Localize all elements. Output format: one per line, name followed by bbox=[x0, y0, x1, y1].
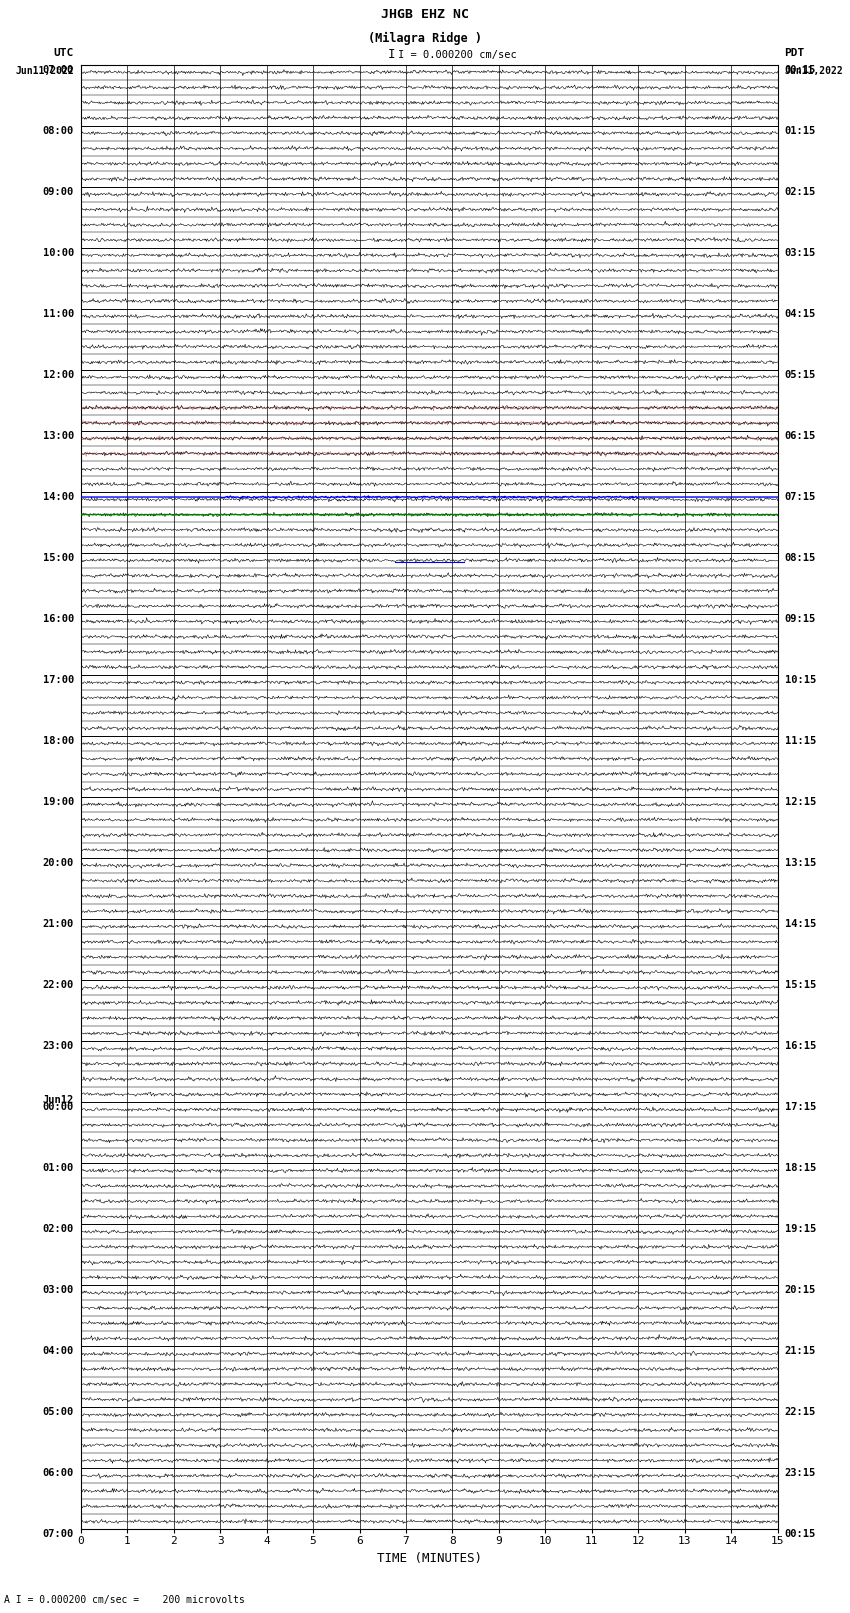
Text: 23:15: 23:15 bbox=[785, 1468, 816, 1478]
Text: 18:00: 18:00 bbox=[42, 736, 74, 745]
Text: PDT: PDT bbox=[785, 48, 805, 58]
Text: 03:00: 03:00 bbox=[42, 1286, 74, 1295]
Text: 03:15: 03:15 bbox=[785, 247, 816, 258]
Text: 06:15: 06:15 bbox=[785, 431, 816, 440]
Text: 19:15: 19:15 bbox=[785, 1224, 816, 1234]
Text: I = 0.000200 cm/sec: I = 0.000200 cm/sec bbox=[398, 50, 517, 60]
Text: 13:15: 13:15 bbox=[785, 858, 816, 868]
Text: 00:15: 00:15 bbox=[785, 65, 816, 74]
Text: 04:15: 04:15 bbox=[785, 308, 816, 319]
Text: 07:15: 07:15 bbox=[785, 492, 816, 502]
Text: 13:00: 13:00 bbox=[42, 431, 74, 440]
Text: 12:00: 12:00 bbox=[42, 369, 74, 379]
Text: 07:00: 07:00 bbox=[42, 65, 74, 74]
Text: 00:00: 00:00 bbox=[42, 1102, 74, 1111]
Text: Jun11,2022: Jun11,2022 bbox=[785, 66, 843, 76]
Text: 12:15: 12:15 bbox=[785, 797, 816, 806]
Text: 23:00: 23:00 bbox=[42, 1040, 74, 1052]
Text: 20:15: 20:15 bbox=[785, 1286, 816, 1295]
X-axis label: TIME (MINUTES): TIME (MINUTES) bbox=[377, 1552, 482, 1565]
Text: 10:15: 10:15 bbox=[785, 674, 816, 686]
Text: 02:15: 02:15 bbox=[785, 187, 816, 197]
Text: 09:15: 09:15 bbox=[785, 615, 816, 624]
Text: 11:00: 11:00 bbox=[42, 308, 74, 319]
Text: 04:00: 04:00 bbox=[42, 1345, 74, 1357]
Text: 08:00: 08:00 bbox=[42, 126, 74, 135]
Text: 20:00: 20:00 bbox=[42, 858, 74, 868]
Text: 19:00: 19:00 bbox=[42, 797, 74, 806]
Text: 17:00: 17:00 bbox=[42, 674, 74, 686]
Text: 15:15: 15:15 bbox=[785, 979, 816, 990]
Text: 06:00: 06:00 bbox=[42, 1468, 74, 1478]
Text: (Milagra Ridge ): (Milagra Ridge ) bbox=[368, 32, 482, 45]
Text: 18:15: 18:15 bbox=[785, 1163, 816, 1173]
Text: 21:00: 21:00 bbox=[42, 919, 74, 929]
Text: 00:15: 00:15 bbox=[785, 1529, 816, 1539]
Text: 14:15: 14:15 bbox=[785, 919, 816, 929]
Text: 21:15: 21:15 bbox=[785, 1345, 816, 1357]
Text: 09:00: 09:00 bbox=[42, 187, 74, 197]
Text: 16:15: 16:15 bbox=[785, 1040, 816, 1052]
Text: 10:00: 10:00 bbox=[42, 247, 74, 258]
Text: Jun12: Jun12 bbox=[42, 1095, 74, 1105]
Text: I: I bbox=[388, 48, 395, 61]
Text: 22:15: 22:15 bbox=[785, 1407, 816, 1418]
Text: 01:15: 01:15 bbox=[785, 126, 816, 135]
Text: 07:00: 07:00 bbox=[42, 1529, 74, 1539]
Text: 05:00: 05:00 bbox=[42, 1407, 74, 1418]
Text: 17:15: 17:15 bbox=[785, 1102, 816, 1111]
Text: 05:15: 05:15 bbox=[785, 369, 816, 379]
Text: 08:15: 08:15 bbox=[785, 553, 816, 563]
Text: 14:00: 14:00 bbox=[42, 492, 74, 502]
Text: 11:15: 11:15 bbox=[785, 736, 816, 745]
Text: UTC: UTC bbox=[54, 48, 74, 58]
Text: 02:00: 02:00 bbox=[42, 1224, 74, 1234]
Text: 16:00: 16:00 bbox=[42, 615, 74, 624]
Text: 15:00: 15:00 bbox=[42, 553, 74, 563]
Text: 01:00: 01:00 bbox=[42, 1163, 74, 1173]
Text: JHGB EHZ NC: JHGB EHZ NC bbox=[381, 8, 469, 21]
Text: A I = 0.000200 cm/sec =    200 microvolts: A I = 0.000200 cm/sec = 200 microvolts bbox=[4, 1595, 245, 1605]
Text: 22:00: 22:00 bbox=[42, 979, 74, 990]
Text: Jun11,2022: Jun11,2022 bbox=[15, 66, 74, 76]
